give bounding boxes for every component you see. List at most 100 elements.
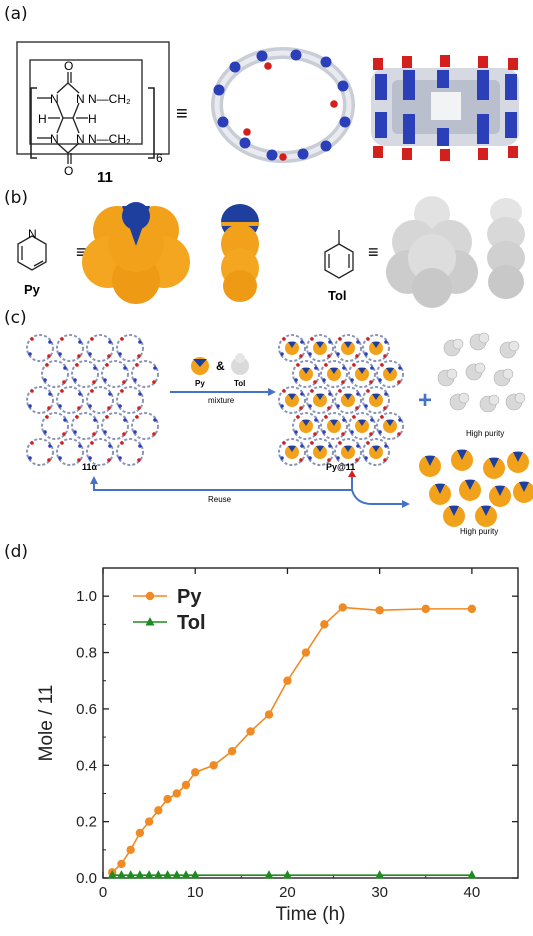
lattice-cell [131,360,159,388]
data-point-py [283,676,292,685]
panel-a-label: (a) [4,4,28,24]
release-arrowhead [402,500,410,508]
data-point-py [144,817,154,826]
legend-marker [145,591,155,601]
py-at-11-label: Py@11 [326,462,355,472]
pyridine-spacefill-side [221,204,259,302]
data-point-tol [163,870,173,879]
high-purity-top-label: High purity [466,429,504,438]
data-point-py [320,620,329,629]
legend-label: Py [177,586,202,608]
lattice-cell [320,412,348,440]
y-tick-label: 0.4 [76,757,97,774]
guest-molecules: N Py ≡ Tol ≡ [17,196,525,308]
lattice-cell [56,438,84,466]
cucurbituril-structure: O N N H H N N O N—CH₂ N—CH₂ 6 11 ≡ [16,41,519,185]
pyridine-structure [17,235,47,271]
data-point-tol [126,870,136,879]
reuse-arrow-path [93,474,353,491]
pyridine-molecule [483,457,505,479]
x-tick-label: 0 [99,884,107,901]
data-point-py [246,727,255,736]
panel-a: (a) O N N H H [0,0,533,185]
data-point-py [467,604,477,614]
py-icon-small [191,357,209,375]
data-point-py [301,648,311,657]
data-point-py [154,806,163,815]
series-line-py [111,606,472,873]
equiv-sign-b1: ≡ [76,242,87,262]
data-point-py [163,794,172,804]
data-point-tol [107,870,117,879]
adsorption-kinetics-chart: 0 10 20 30 40 0.0 0.2 0.4 0.6 0.8 1.0 Time (h) Mole … [36,567,519,925]
x-tick-label: 20 [279,884,296,901]
lattice-cell [334,334,362,362]
toluene-molecule [443,338,464,357]
data-point-tol [264,870,274,879]
lattice-cell [362,334,390,362]
red-marker [348,470,356,477]
high-purity-bottom-label: High purity [460,527,498,536]
toluene-high-purity-cluster [437,332,526,413]
data-point-tol [467,870,477,879]
toluene-structure [324,230,354,279]
compound-number: 11 [97,169,113,185]
pyridine-molecule [429,483,451,505]
lattice-cell [362,386,390,414]
lattice-cell [116,386,144,414]
panel-c: (c) 11α & Py Tol mixture Py@11 + High pu… [0,306,533,536]
pyridine-n-atom: N [28,227,37,241]
reuse-label: Reuse [208,495,232,504]
lattice-cell [71,360,99,388]
lattice-cell [86,438,114,466]
toluene-molecule [465,362,486,381]
lattice-cell [26,386,54,414]
lattice-cell [362,438,390,466]
data-point-py [338,603,347,612]
panel-d-label: (d) [4,542,29,562]
atom-o-bottom: O [64,164,73,178]
data-point-py [126,845,135,855]
x-tick-label: 10 [187,884,204,901]
atom-n-4: N [76,132,85,146]
data-point-py [191,768,200,777]
pyridine-molecule [443,505,465,527]
data-point-py [264,710,274,719]
plot-frame [102,567,519,879]
data-point-tol [375,870,385,879]
mixture-arrowhead [268,388,276,396]
py-at-11-lattice [278,334,404,466]
lattice-cell [26,334,54,362]
pyridine-molecule [475,505,497,527]
atom-h-1: H [38,112,47,126]
lattice-cell [86,386,114,414]
data-point-tol [282,870,292,879]
repeat-subscript: 6 [156,151,163,165]
lattice-cell [278,438,306,466]
glycoluril-bonds [37,72,88,164]
y-tick-label: 0.6 [76,701,97,718]
toluene-molecule [499,340,520,359]
pyridine-molecule [459,479,481,501]
y-axis-label: Mole / 11 [36,685,57,762]
data-point-tol [190,870,200,879]
toluene-molecule [437,368,458,387]
toluene-molecule [479,394,500,413]
lattice-cell [306,386,334,414]
panel-b-label: (b) [4,188,29,208]
plus-sign: + [418,387,432,414]
lattice-cell [56,386,84,414]
data-point-py [375,606,384,615]
atom-n-1: N [50,92,59,106]
reuse-arrowhead [90,476,98,484]
data-point-tol [172,870,182,879]
lattice-cell [116,334,144,362]
release-arrow-path [351,489,404,505]
data-point-py [135,828,145,838]
py-small-label: Py [195,379,205,388]
lattice-cell [348,360,376,388]
pyridine-high-purity-cluster [419,449,533,527]
equiv-sign-a: ≡ [176,103,188,125]
crystal-11a-lattice [26,334,159,466]
lattice-cell [41,360,69,388]
